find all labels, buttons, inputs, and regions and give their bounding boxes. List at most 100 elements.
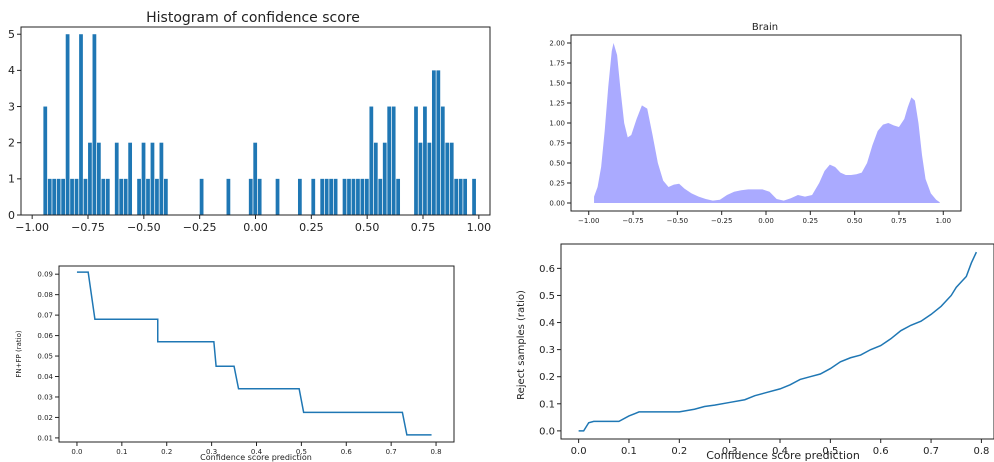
x-tick-label: 0.4 <box>772 446 788 457</box>
x-tick-label: 0.5 <box>822 446 838 457</box>
histogram-bar <box>431 70 436 215</box>
y-tick-label: 0.4 <box>539 318 555 329</box>
x-tick-label: 0.25 <box>803 217 819 225</box>
x-tick-label: −0.75 <box>622 217 643 225</box>
x-tick-label: 0.0 <box>71 448 82 456</box>
histogram-bar <box>150 142 155 215</box>
histogram-bar <box>79 34 83 215</box>
histogram-bar <box>275 178 280 215</box>
y-tick-label: 0.06 <box>37 332 53 340</box>
histogram-bar <box>387 106 392 215</box>
histogram-bar <box>123 178 128 215</box>
histogram-bar <box>141 142 146 215</box>
y-tick-label: 0.6 <box>539 264 555 275</box>
y-tick-label: 0.00 <box>549 199 565 207</box>
y-tick-label: 2.00 <box>549 39 565 47</box>
histogram-bar <box>333 178 338 215</box>
histogram-bar <box>146 178 150 215</box>
y-tick-label: 0.5 <box>539 291 555 302</box>
histogram-bar <box>324 178 329 215</box>
x-tick-label: 0.6 <box>873 446 889 457</box>
y-axis: 0.0 0.1 0.2 0.3 0.4 0.5 0.6 <box>539 264 561 437</box>
chart-title: Brain <box>752 22 778 33</box>
x-tick-label: 0.5 <box>296 448 307 456</box>
plot-frame <box>560 243 994 440</box>
histogram-bar <box>56 178 61 215</box>
x-tick-label: −0.50 <box>127 221 161 234</box>
histogram-bar <box>414 106 418 215</box>
histogram-bar <box>83 178 88 215</box>
histogram-chart: Histogram of confidence score −1.00 −0.75… <box>8 10 492 234</box>
x-axis: 0.0 0.1 0.2 0.3 0.4 0.5 0.6 0.7 0.8 <box>571 439 989 457</box>
histogram-bar <box>427 142 432 215</box>
x-axis: −1.00 −0.75 −0.50 −0.25 0.00 0.25 0.50 0.75 1.00 <box>578 211 951 225</box>
x-tick-label: −1.00 <box>15 221 49 234</box>
x-tick-label: −1.00 <box>578 217 599 225</box>
x-tick-label: 0.2 <box>161 448 172 456</box>
y-tick-label: 0.01 <box>37 434 53 442</box>
histogram-bar <box>378 178 383 215</box>
y-axis-label: FN+FP (ratio) <box>15 330 23 377</box>
y-tick-label: 0.03 <box>37 393 53 401</box>
x-tick-label: 0.75 <box>891 217 907 225</box>
y-axis: 0.01 0.02 0.03 0.04 0.05 0.06 0.07 0.08 0.09 <box>37 271 59 442</box>
y-tick-label: 0.07 <box>37 312 53 320</box>
fn-fp-chart: 0.0 0.1 0.2 0.3 0.4 0.5 0.6 0.7 0.8 0.01 0.02 0.03… <box>15 265 455 462</box>
histogram-bar <box>101 178 106 215</box>
y-tick-label: 1 <box>8 173 15 186</box>
histogram-bar <box>373 142 378 215</box>
x-tick-label: 0.6 <box>341 448 353 456</box>
y-tick-label: 0.25 <box>549 179 565 187</box>
x-tick-label: 0.3 <box>722 446 738 457</box>
histogram-bar <box>347 178 351 215</box>
brain-density-chart: Brain −1.00 −0.75 −0.50 −0.25 0.00 0.25 0.50 0.… <box>549 22 962 225</box>
histogram-bar <box>369 106 374 215</box>
x-tick-label: −0.25 <box>711 217 732 225</box>
histogram-bar <box>226 178 231 215</box>
y-tick-label: 0.1 <box>539 399 555 410</box>
histogram-bar <box>351 178 356 215</box>
histogram-bar <box>159 142 164 215</box>
y-tick-label: 0.2 <box>539 372 555 383</box>
y-tick-label: 1.50 <box>549 79 565 87</box>
y-axis: 0.00 0.25 0.50 0.75 1.00 1.25 1.50 1.75 2.00 <box>549 39 571 207</box>
y-tick-label: 1.25 <box>549 99 565 107</box>
x-tick-label: 0.7 <box>386 448 397 456</box>
histogram-bar <box>382 142 387 215</box>
y-tick-label: 0 <box>8 209 15 222</box>
y-tick-label: 3 <box>8 100 15 113</box>
y-tick-label: 4 <box>8 64 15 77</box>
histogram-bar <box>43 106 48 215</box>
histogram-bar <box>472 178 476 215</box>
histogram-bar <box>257 178 262 215</box>
histogram-bar <box>88 142 92 215</box>
y-tick-label: 0.02 <box>37 414 53 422</box>
x-tick-label: 0.1 <box>621 446 637 457</box>
series-line <box>578 251 978 432</box>
x-tick-label: 0.3 <box>206 448 217 456</box>
x-tick-label: −0.25 <box>183 221 217 234</box>
x-tick-label: 1.00 <box>935 217 951 225</box>
x-axis-label: Confidence score prediction <box>200 453 312 462</box>
y-tick-label: 2 <box>8 137 15 150</box>
y-tick-label: 5 <box>8 28 15 41</box>
histogram-bar <box>356 178 360 215</box>
histogram-bar <box>253 142 258 215</box>
x-tick-label: 1.00 <box>467 221 492 234</box>
histogram-bar <box>96 142 101 215</box>
y-tick-label: 0.0 <box>539 426 555 437</box>
histogram-bar <box>329 178 334 215</box>
histogram-bar <box>449 142 454 215</box>
histogram-bar <box>105 178 110 215</box>
histogram-bar <box>70 178 74 215</box>
y-tick-label: 1.00 <box>549 119 565 127</box>
histogram-bar <box>360 178 365 215</box>
histogram-bar <box>458 178 463 215</box>
y-tick-label: 1.75 <box>549 59 565 67</box>
histogram-bar <box>364 178 369 215</box>
histogram-bar <box>440 106 445 215</box>
x-tick-label: 0.4 <box>251 448 263 456</box>
histogram-bar <box>454 178 459 215</box>
x-tick-label: 0.00 <box>758 217 774 225</box>
y-axis: 0 1 2 3 4 5 <box>8 28 21 222</box>
